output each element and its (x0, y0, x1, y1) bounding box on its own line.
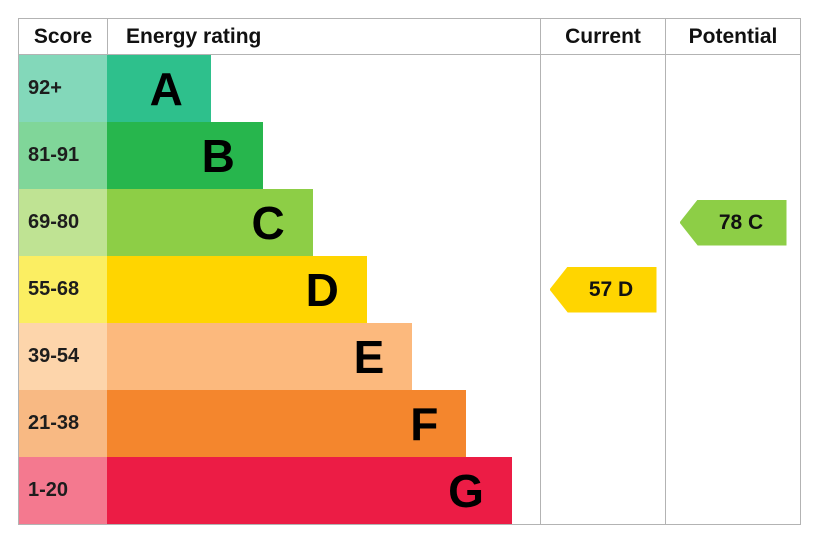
score-header: Score (19, 19, 107, 55)
potential-arrow: 78 C (679, 199, 787, 246)
rating-bar-a: A (107, 55, 211, 122)
current-header: Current (540, 19, 665, 55)
energy-rating-header: Energy rating (107, 19, 540, 55)
rating-row-d: D (107, 256, 540, 323)
rating-row-a: A (107, 55, 540, 122)
rating-letter-f: F (410, 397, 439, 450)
score-range-b: 81-91 (19, 122, 107, 189)
potential-column: 78 C (665, 55, 800, 524)
potential-header: Potential (665, 19, 800, 55)
score-range-a: 92+ (19, 55, 107, 122)
rating-bar-e: E (107, 323, 413, 390)
score-range-e: 39-54 (19, 323, 107, 390)
rating-bar-g: G (107, 457, 512, 524)
current-arrow: 57 D (549, 266, 657, 313)
epc-rating-chart: Score Energy rating Current Potential 92… (18, 18, 801, 525)
score-range-d: 55-68 (19, 256, 107, 323)
current-column: 57 D (540, 55, 665, 524)
score-range-f: 21-38 (19, 390, 107, 457)
rating-row-f: F (107, 390, 540, 457)
rating-row-b: B (107, 122, 540, 189)
rating-letter-a: A (149, 62, 183, 115)
rating-row-e: E (107, 323, 540, 390)
score-range-g: 1-20 (19, 457, 107, 524)
current-value: 57 D (588, 277, 634, 301)
score-range-c: 69-80 (19, 189, 107, 256)
potential-value: 78 C (718, 210, 764, 234)
rating-bar-c: C (107, 189, 313, 256)
rating-letter-b: B (201, 129, 235, 182)
rating-letter-d: D (305, 263, 339, 316)
bars-column: A B C D E F G (107, 55, 540, 524)
score-column: 92+ 81-91 69-80 55-68 39-54 21-38 1-20 (19, 55, 107, 524)
rating-row-c: C (107, 189, 540, 256)
rating-bar-d: D (107, 256, 367, 323)
rating-bar-f: F (107, 390, 467, 457)
rating-letter-c: C (251, 196, 285, 249)
rating-letter-g: G (448, 464, 484, 517)
rating-bar-b: B (107, 122, 263, 189)
rating-letter-e: E (353, 330, 385, 383)
rating-row-g: G (107, 457, 540, 524)
